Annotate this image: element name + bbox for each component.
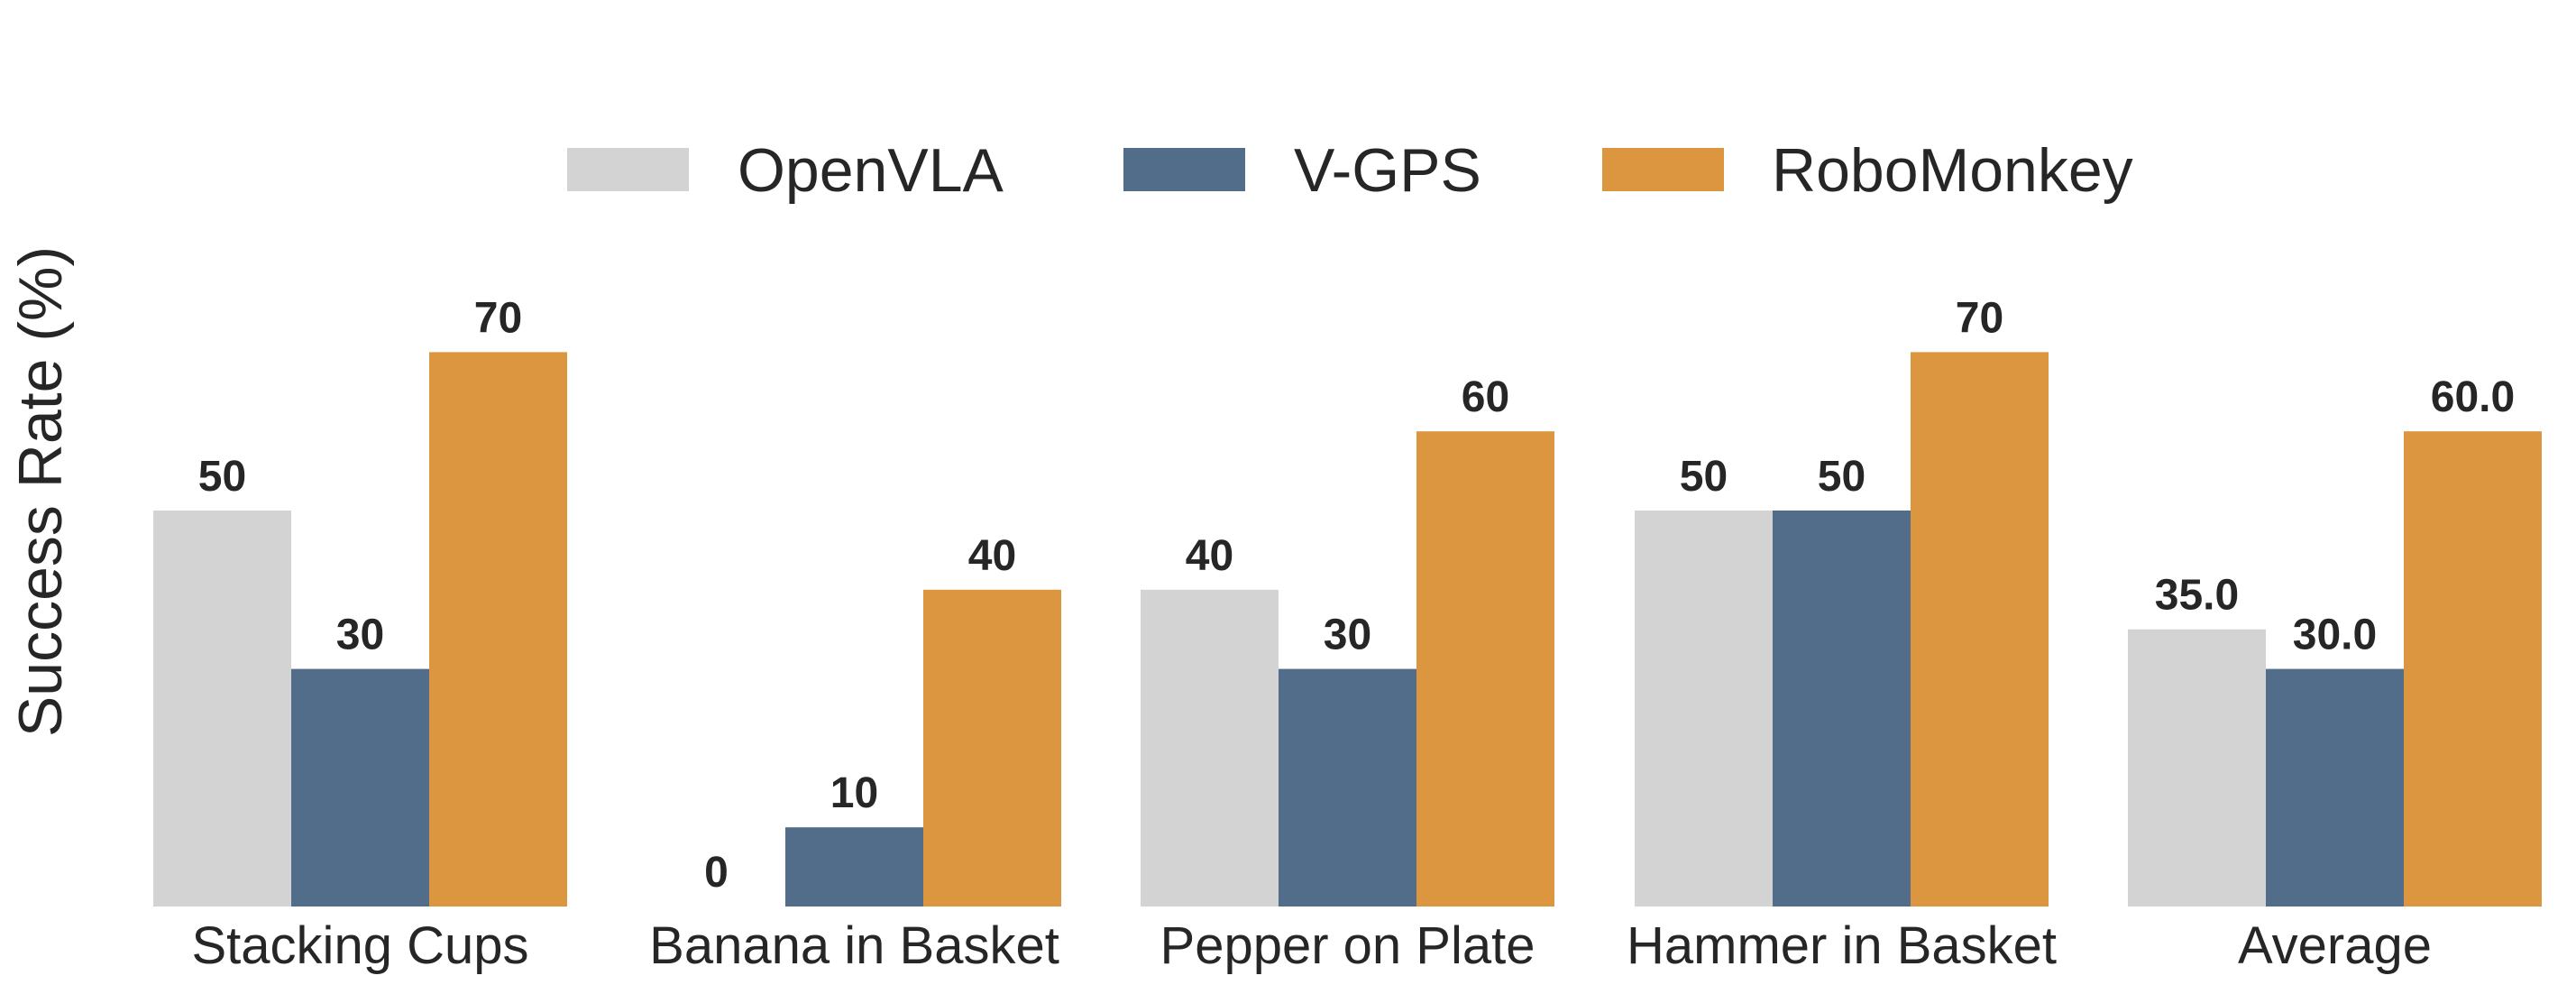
value-label-openvla-average: 35.0 [2155, 572, 2239, 620]
x-tick-label-pepper-on-plate: Pepper on Plate [1160, 916, 1536, 975]
legend-label-v-gps: V-GPS [1294, 136, 1481, 205]
value-labels: 50 30 70 0 10 40 40 30 60 50 50 70 35.0 30.0 60.0 [198, 294, 2515, 897]
legend-label-openvla: OpenVLA [738, 136, 1004, 205]
value-label-v-gps-hammer-in-basket: 50 [1818, 453, 1866, 501]
legend-swatch-robomonkey [1602, 148, 1724, 191]
bar-v-gps-stacking-cups [291, 668, 429, 907]
bar-v-gps-banana-in-basket [785, 827, 923, 907]
bar-openvla-pepper-on-plate [1141, 589, 1279, 907]
value-label-openvla-stacking-cups: 50 [198, 453, 246, 501]
x-tick-label-stacking-cups: Stacking Cups [192, 916, 529, 975]
value-label-v-gps-average: 30.0 [2293, 612, 2377, 659]
bar-robomonkey-stacking-cups [429, 352, 567, 907]
x-tick-label-hammer-in-basket: Hammer in Basket [1627, 916, 2057, 975]
value-label-robomonkey-pepper-on-plate: 60 [1462, 373, 1509, 421]
value-label-v-gps-stacking-cups: 30 [336, 612, 384, 659]
value-label-openvla-hammer-in-basket: 50 [1680, 453, 1728, 501]
bar-robomonkey-pepper-on-plate [1416, 431, 1554, 907]
value-label-robomonkey-hammer-in-basket: 70 [1956, 294, 2003, 342]
bar-robomonkey-hammer-in-basket [1911, 352, 2049, 907]
bar-robomonkey-banana-in-basket [923, 589, 1061, 907]
value-label-v-gps-pepper-on-plate: 30 [1324, 612, 1371, 659]
value-label-robomonkey-banana-in-basket: 40 [968, 532, 1016, 580]
value-label-openvla-banana-in-basket: 0 [704, 849, 729, 897]
x-tick-label-average: Average [2238, 916, 2432, 975]
bar-openvla-stacking-cups [153, 511, 291, 907]
bar-v-gps-hammer-in-basket [1773, 511, 1911, 907]
x-tick-labels: Stacking Cups Banana in Basket Pepper on P… [192, 916, 2432, 975]
value-label-robomonkey-average: 60.0 [2431, 373, 2515, 421]
value-label-robomonkey-stacking-cups: 70 [474, 294, 522, 342]
x-tick-label-banana-in-basket: Banana in Basket [649, 916, 1059, 975]
bar-openvla-average [2128, 629, 2266, 907]
value-label-v-gps-banana-in-basket: 10 [830, 769, 878, 817]
bar-robomonkey-average [2404, 431, 2542, 907]
legend-label-robomonkey: RoboMonkey [1772, 136, 2133, 205]
bars [153, 352, 2542, 907]
bar-openvla-hammer-in-basket [1635, 511, 1773, 907]
bar-v-gps-pepper-on-plate [1279, 668, 1416, 907]
legend-swatch-openvla [567, 148, 689, 191]
legend: OpenVLA V-GPS RoboMonkey [567, 136, 2133, 205]
value-label-openvla-pepper-on-plate: 40 [1186, 532, 1233, 580]
legend-swatch-v-gps [1123, 148, 1245, 191]
y-axis-label: Success Rate (%) [6, 246, 75, 737]
bar-v-gps-average [2266, 668, 2404, 907]
